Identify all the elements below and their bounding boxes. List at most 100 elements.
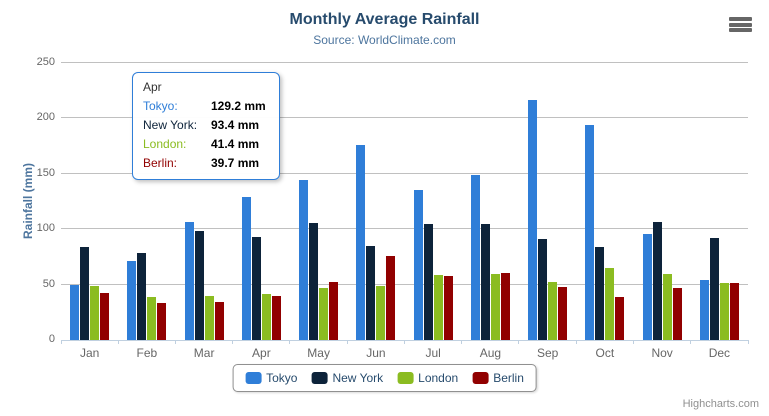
bar-london-nov[interactable] [662,274,672,340]
bar-berlin-apr[interactable] [271,296,281,340]
bar-new-york-nov[interactable] [652,221,662,340]
x-axis-tick [404,340,405,344]
plot-area [60,62,749,344]
x-axis-tick [575,340,577,344]
bar-new-york-feb[interactable] [137,252,147,340]
x-axis-label-aug: Aug [479,346,502,360]
x-axis-tick [461,340,463,344]
bar-tokyo-apr[interactable] [241,196,251,340]
bar-new-york-oct[interactable] [595,247,605,340]
tooltip-series-value: 39.7 mm [211,156,260,170]
bar-berlin-nov[interactable] [672,288,682,340]
bar-new-york-dec[interactable] [709,237,719,340]
x-axis-tick [518,340,520,344]
x-axis-label-apr: Apr [252,346,271,360]
context-menu-icon[interactable] [729,17,752,32]
legend-item-berlin[interactable]: Berlin [472,371,524,385]
tooltip-series-value: 129.2 mm [211,99,266,113]
bar-tokyo-jun[interactable] [356,145,366,340]
x-axis-label-oct: Oct [595,346,615,360]
column-group-oct [576,63,633,340]
x-axis-label-jun: Jun [366,346,386,360]
bar-london-may[interactable] [319,287,329,340]
bar-berlin-jan[interactable] [100,293,110,340]
legend-swatch-icon [311,372,328,384]
y-axis-tick-label: 250 [36,56,55,68]
bar-new-york-jul[interactable] [423,223,433,340]
legend-item-new-york[interactable]: New York [311,371,383,385]
bar-london-jun[interactable] [376,286,386,340]
column-group-sep [519,63,576,340]
x-axis-labels: Jan Feb Mar Apr May Jun Jul Aug Sep Oct Nov Dec [61,346,748,360]
bar-berlin-oct[interactable] [615,296,625,340]
tooltip-row: New York: 93.4 mm [143,119,269,132]
legend-label: London [418,371,459,385]
bar-new-york-mar[interactable] [194,230,204,340]
bar-new-york-apr[interactable] [251,236,261,340]
bar-berlin-mar[interactable] [214,301,224,340]
credits-link[interactable]: Highcharts.com [682,398,759,410]
bar-london-mar[interactable] [204,296,214,340]
legend-swatch-icon [472,372,489,384]
bar-tokyo-sep[interactable] [528,100,538,340]
tooltip-series-value: 93.4 mm [211,118,260,132]
bar-london-apr[interactable] [261,294,271,340]
bar-berlin-dec[interactable] [729,283,739,340]
y-axis-tick-label: 100 [36,222,55,235]
bar-berlin-jul[interactable] [443,276,453,340]
chart-subtitle: Source: WorldClimate.com [313,33,456,47]
bar-berlin-sep[interactable] [558,287,568,340]
bar-new-york-sep[interactable] [538,238,548,340]
bar-tokyo-feb[interactable] [127,260,137,340]
column-group-jul [405,63,462,340]
bar-tokyo-nov[interactable] [642,234,652,340]
bar-london-dec[interactable] [719,283,729,340]
bar-london-aug[interactable] [490,273,500,340]
bar-tokyo-dec[interactable] [699,279,709,340]
bar-berlin-jun[interactable] [386,256,396,340]
x-axis-tick [117,340,119,344]
x-axis-label-jan: Jan [79,346,100,360]
bar-london-oct[interactable] [605,267,615,340]
x-axis-label-nov: Nov [651,346,673,360]
tooltip: Apr Tokyo: 129.2 mm New York: 93.4 mm London… [132,72,280,180]
tooltip-header: Apr [143,80,162,94]
column-group-feb [118,63,175,340]
column-group-nov [634,63,691,340]
legend-item-tokyo[interactable]: Tokyo [245,371,297,385]
bar-tokyo-jan[interactable] [70,284,80,340]
tooltip-row: Tokyo: 129.2 mm [143,100,269,113]
bar-tokyo-jul[interactable] [413,189,423,340]
bar-tokyo-oct[interactable] [585,124,595,340]
bar-berlin-may[interactable] [329,281,339,340]
bar-london-jan[interactable] [90,285,100,340]
x-axis-label-may: May [307,346,330,360]
bar-london-sep[interactable] [548,281,558,340]
bar-tokyo-may[interactable] [299,180,309,340]
tooltip-series-name: New York: [143,118,198,132]
x-axis-label-dec: Dec [708,346,731,360]
chart-title: Monthly Average Rainfall [289,11,480,28]
legend-item-london[interactable]: London [397,371,458,385]
bar-london-jul[interactable] [433,274,443,340]
tooltip-rows: Tokyo: 129.2 mm New York: 93.4 mm London: 41.… [143,100,269,170]
bar-new-york-jun[interactable] [366,246,376,340]
bar-london-feb[interactable] [147,297,157,340]
bar-berlin-aug[interactable] [500,273,510,340]
bar-new-york-aug[interactable] [480,224,490,340]
y-axis-tick-label: 0 [48,333,55,345]
legend-swatch-icon [245,372,262,384]
x-axis-label-jul: Jul [425,346,441,360]
bar-new-york-jan[interactable] [80,247,90,340]
y-axis-tick-label: 200 [36,111,55,124]
bar-berlin-feb[interactable] [157,303,167,340]
column-groups [61,63,748,340]
gridline-250 [61,62,748,63]
bar-tokyo-aug[interactable] [470,175,480,340]
bar-new-york-may[interactable] [309,222,319,340]
bar-tokyo-mar[interactable] [184,222,194,340]
hamburger-bar [729,17,752,21]
legend-label: Berlin [493,371,524,385]
tooltip-series-value: 41.4 mm [211,137,260,151]
